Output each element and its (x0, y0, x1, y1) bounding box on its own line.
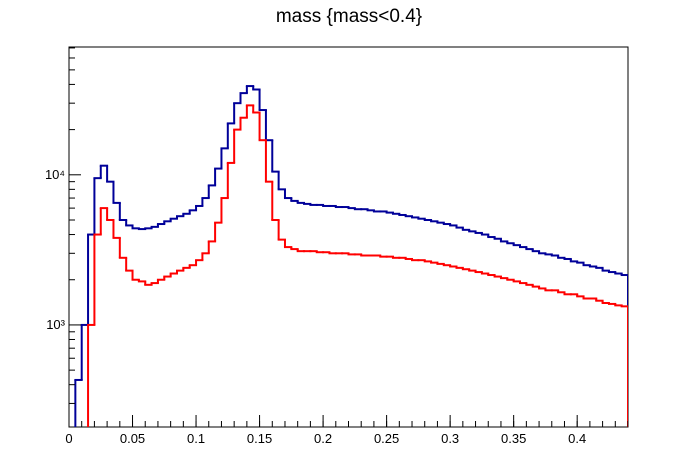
x-tick-label: 0.2 (314, 431, 332, 446)
x-tick-label: 0.1 (187, 431, 205, 446)
x-tick-label: 0.4 (568, 431, 586, 446)
y-tick-label: 10⁴ (45, 167, 65, 182)
x-tick-label: 0.05 (120, 431, 145, 446)
y-tick-label: 10³ (46, 317, 65, 332)
chart-title: mass {mass<0.4} (276, 6, 422, 27)
plot-frame (68, 46, 629, 428)
x-tick-label: 0.25 (374, 431, 399, 446)
x-tick-label: 0.35 (501, 431, 526, 446)
plot-area (74, 85, 628, 427)
x-tick-label: 0.15 (247, 431, 272, 446)
x-tick-label: 0.3 (441, 431, 459, 446)
x-tick-label: 0 (65, 431, 72, 446)
